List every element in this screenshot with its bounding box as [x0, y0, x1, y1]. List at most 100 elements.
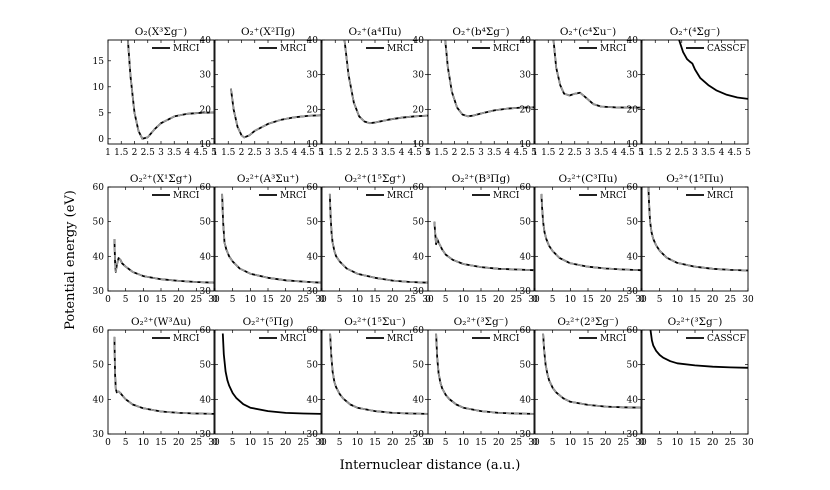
x-axis-title: Internuclear distance (a.u.): [340, 458, 521, 473]
panel-title: O₂²⁺(C³Πu): [559, 173, 618, 185]
panel-title: O₂²⁺(³Σg⁻): [668, 316, 723, 328]
x-tick-label: 3: [585, 148, 591, 158]
plot-frame: [214, 186, 322, 292]
plot-frame: [641, 186, 749, 292]
legend-label: MRCI: [707, 191, 734, 201]
series-line-overlay: [647, 187, 748, 272]
x-tick-label: 1: [532, 148, 538, 158]
x-tick-label: 5: [211, 148, 217, 158]
y-tick-label: 60: [520, 326, 532, 336]
plot-frame: [214, 39, 322, 145]
x-tick-label: 1.5: [648, 148, 663, 158]
x-tick-label: 10: [458, 295, 470, 305]
x-tick-label: 1: [105, 148, 111, 158]
y-tick-label: 30: [307, 430, 319, 440]
y-tick-label: 10: [520, 140, 532, 150]
y-tick-label: 30: [413, 71, 425, 81]
y-tick-label: 30: [307, 71, 319, 81]
x-tick-label: 10: [565, 295, 577, 305]
x-tick-label: 4: [719, 148, 725, 158]
legend-label: MRCI: [387, 191, 414, 201]
y-tick-label: 40: [413, 36, 425, 46]
legend-label: CASSCF: [707, 44, 746, 54]
x-tick-label: 10: [458, 438, 470, 448]
x-tick-label: 3.5: [381, 148, 396, 158]
x-tick-label: 20: [600, 438, 612, 448]
x-tick-label: 2.5: [141, 148, 156, 158]
x-tick-label: 0: [319, 438, 325, 448]
y-tick-label: 40: [200, 36, 212, 46]
y-tick-label: 30: [200, 287, 212, 297]
x-tick-label: 5: [230, 438, 236, 448]
x-tick-label: 15: [475, 438, 487, 448]
y-tick-label: 20: [200, 105, 212, 115]
y-tick-label: 30: [520, 71, 532, 81]
x-tick-label: 2.5: [568, 148, 583, 158]
x-tick-label: 2: [666, 148, 672, 158]
series-line-mrci: [221, 333, 321, 415]
x-tick-label: 10: [672, 295, 684, 305]
y-tick-label: 60: [307, 326, 319, 336]
series-line-overlay: [221, 193, 321, 284]
x-tick-label: 2.5: [355, 148, 370, 158]
y-tick-label: 60: [200, 183, 212, 193]
y-axis-title: Potential energy (eV): [63, 190, 78, 330]
x-tick-label: 30: [315, 295, 327, 305]
x-tick-label: 5: [318, 148, 324, 158]
y-tick-label: 5: [98, 109, 104, 119]
y-tick-label: 40: [200, 395, 212, 405]
x-tick-label: 2: [452, 148, 458, 158]
y-tick-label: 30: [413, 430, 425, 440]
x-tick-label: 0: [212, 438, 218, 448]
series-line-overlay: [542, 333, 641, 409]
y-tick-label: 30: [200, 71, 212, 81]
legend-label: MRCI: [600, 191, 627, 201]
y-tick-label: 40: [307, 395, 319, 405]
plot-frame: [107, 186, 215, 292]
x-tick-label: 20: [493, 438, 505, 448]
y-tick-label: 10: [627, 140, 639, 150]
x-tick-label: 10: [245, 295, 257, 305]
x-tick-label: 20: [600, 295, 612, 305]
x-tick-label: 3: [478, 148, 484, 158]
x-tick-label: 1.5: [541, 148, 556, 158]
x-tick-label: 4: [505, 148, 511, 158]
x-tick-label: 15: [582, 295, 594, 305]
x-tick-label: 30: [742, 438, 754, 448]
plot-frame: [641, 39, 749, 145]
x-tick-label: 4.5: [301, 148, 316, 158]
x-tick-label: 25: [298, 438, 310, 448]
x-tick-label: 2.5: [675, 148, 690, 158]
plot-frame: [641, 329, 749, 435]
legend-label: MRCI: [280, 44, 307, 54]
legend-label: MRCI: [173, 334, 200, 344]
x-tick-label: 30: [528, 295, 540, 305]
series-line-overlay: [435, 333, 534, 415]
series-line-overlay: [127, 40, 214, 140]
panel-title: O₂⁺(b⁴Σg⁻): [452, 26, 509, 38]
x-tick-label: 4.5: [728, 148, 743, 158]
x-tick-label: 1: [425, 148, 431, 158]
y-tick-label: 50: [307, 361, 319, 371]
y-tick-label: 50: [413, 361, 425, 371]
plot-frame: [321, 329, 429, 435]
x-tick-label: 30: [422, 438, 434, 448]
y-tick-label: 40: [520, 395, 532, 405]
y-tick-label: 40: [93, 252, 105, 262]
y-tick-label: 40: [627, 36, 639, 46]
panel-title: O₂⁺(c⁴Σu⁻): [560, 26, 616, 38]
x-tick-label: 3.5: [167, 148, 182, 158]
legend-label: MRCI: [280, 191, 307, 201]
series-line-mrci: [221, 193, 321, 284]
plot-frame: [107, 329, 215, 435]
y-tick-label: 30: [93, 430, 105, 440]
x-tick-label: 0: [105, 295, 111, 305]
x-tick-label: 25: [511, 438, 523, 448]
x-tick-label: 2: [239, 148, 245, 158]
y-tick-label: 40: [627, 395, 639, 405]
x-tick-label: 20: [173, 438, 185, 448]
